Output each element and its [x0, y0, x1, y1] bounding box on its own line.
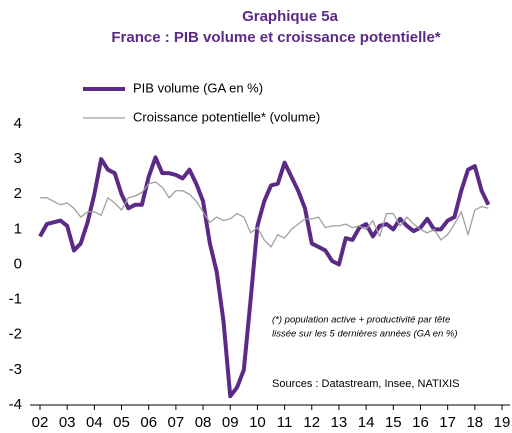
y-tick-label: -1: [9, 291, 22, 308]
annotation: lissée sur les 5 dernières années (GA en…: [272, 329, 458, 340]
x-tick-label: 19: [494, 414, 511, 431]
source: Sources : Datastream, Insee, NATIXIS: [272, 378, 459, 390]
x-tick-label: 06: [140, 414, 157, 431]
series-line: [38, 155, 491, 399]
chart-title: Graphique 5a: [242, 8, 339, 25]
x-tick-label: 08: [195, 414, 212, 431]
x-tick-label: 14: [358, 414, 375, 431]
y-tick-label: 2: [14, 185, 22, 202]
x-tick-label: 16: [412, 414, 429, 431]
x-tick-label: 09: [222, 414, 239, 431]
x-tick-label: 13: [331, 414, 348, 431]
y-tick-label: 1: [14, 220, 22, 237]
x-tick-label: 18: [466, 414, 483, 431]
legend-label: Croissance potentielle* (volume): [133, 109, 320, 124]
x-tick-label: 05: [113, 414, 130, 431]
x-tick-label: 11: [277, 414, 293, 431]
x-tick-label: 10: [249, 414, 266, 431]
x-tick-label: 07: [168, 414, 185, 431]
x-tick-label: 02: [32, 414, 49, 431]
y-tick-label: 0: [14, 255, 22, 272]
legend-label: PIB volume (GA en %): [133, 80, 263, 95]
y-tick-label: 3: [14, 150, 22, 167]
annotation: (*) population active + productivité par…: [272, 315, 450, 326]
x-tick-label: 04: [86, 414, 103, 431]
y-tick-label: -4: [9, 396, 22, 413]
y-tick-label: -2: [9, 326, 22, 343]
x-tick-label: 15: [385, 414, 402, 431]
x-tick-label: 03: [59, 414, 76, 431]
x-tick-label: 12: [303, 414, 320, 431]
series-line: [40, 181, 489, 248]
x-tick-label: 17: [439, 414, 456, 431]
chart-subtitle: France : PIB volume et croissance potent…: [111, 29, 440, 46]
y-tick-label: 4: [14, 115, 22, 132]
y-tick-label: -3: [9, 361, 22, 378]
